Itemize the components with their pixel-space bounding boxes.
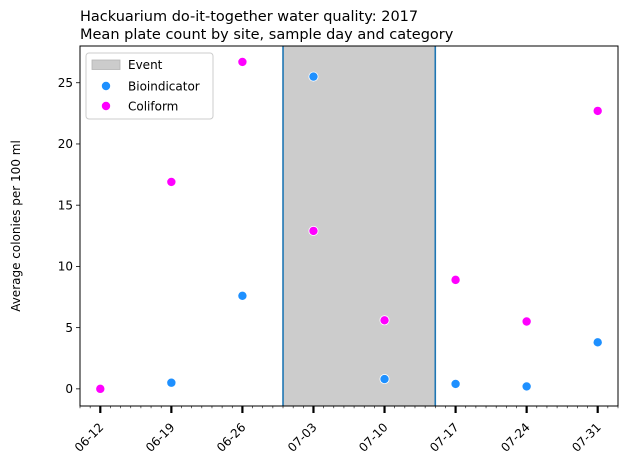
point-coliform-5 [450,274,461,285]
point-bioindicator-6 [521,381,532,392]
y-tick-label: 0 [65,382,73,396]
chart-title-line-1: Hackuarium do-it-together water quality:… [80,9,418,25]
legend-swatch-event [91,59,121,70]
point-bioindicator-3 [308,71,319,82]
x-tick-label: 06-12 [72,420,107,455]
plot-frame [79,45,619,407]
y-axis-label: Average colonies per 100 ml [9,140,23,312]
point-bioindicator-2 [237,290,248,301]
legend-label-coliform: Coliform [128,99,178,113]
x-tick-label: 07-31 [569,420,604,455]
legend-label-event: Event [128,58,163,72]
x-tick-label: 07-10 [356,420,391,455]
x-tick-label: 07-17 [427,420,462,455]
legend-label-bioindicator: Bioindicator [128,79,200,93]
x-tick-label: 06-19 [143,420,178,455]
y-tick-label: 15 [58,198,73,212]
data-points [95,56,603,394]
point-bioindicator-5 [450,378,461,389]
point-coliform-1 [166,176,177,187]
plot-area [79,45,619,407]
legend: Event Bioindicator Coliform [85,52,214,120]
y-tick-label: 5 [65,321,73,335]
legend-marker-bioindicator [101,81,112,92]
chart-title-line-2: Mean plate count by site, sample day and… [80,27,454,43]
point-bioindicator-7 [592,337,603,348]
point-coliform-4 [379,315,390,326]
legend-marker-coliform [101,101,112,112]
point-coliform-6 [521,316,532,327]
point-bioindicator-1 [166,377,177,388]
x-tick-label: 06-26 [214,420,249,455]
x-axis: 06-12 06-19 06-26 07-03 07-10 07-17 07-24 07-31 [72,406,619,455]
y-tick-label: 20 [58,137,73,151]
event-band [283,46,436,406]
x-tick-label: 07-24 [498,420,533,455]
point-coliform-2 [237,56,248,67]
y-tick-label: 10 [58,260,73,274]
point-coliform-7 [592,105,603,116]
point-coliform-0 [95,383,106,394]
y-axis: 0 5 10 15 20 25 [58,76,80,396]
y-tick-label: 25 [58,76,73,90]
x-tick-label: 07-03 [285,420,320,455]
point-bioindicator-4 [379,374,390,385]
point-coliform-3 [308,225,319,236]
